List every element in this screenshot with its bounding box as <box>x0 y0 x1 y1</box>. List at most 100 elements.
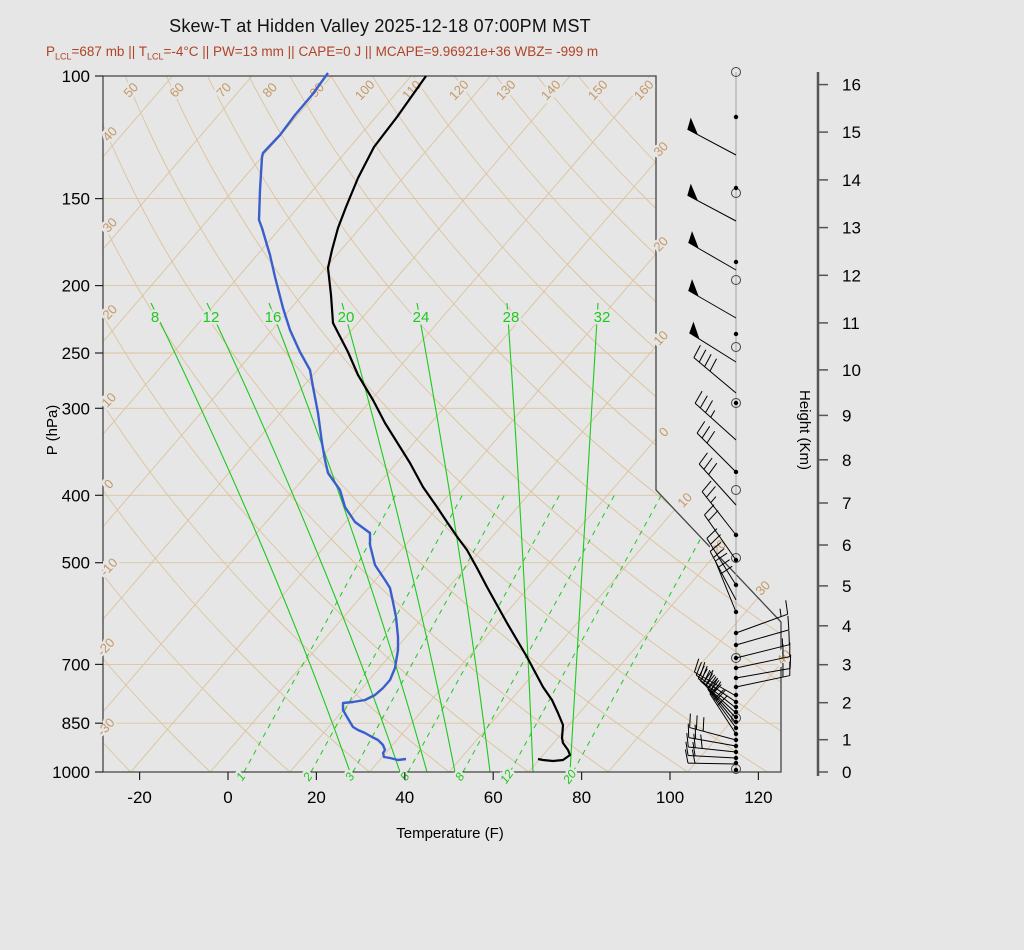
subtitle-p-value: =687 mb || <box>71 44 139 59</box>
isotherm-line <box>103 76 253 772</box>
height-axis-title: Height (Km) <box>796 390 813 470</box>
dry-adiabat-line <box>248 76 781 772</box>
grid-label: 50 <box>120 80 141 101</box>
temperature-curve <box>326 75 572 763</box>
mixing-ratio-line <box>462 494 615 772</box>
moist-adiabat-line <box>341 302 456 772</box>
temperature-tick-label: 60 <box>484 788 503 807</box>
height-tick-label: 9 <box>842 406 851 425</box>
dry-adiabat-line <box>536 76 781 772</box>
x-axis-title: Temperature (F) <box>396 825 504 842</box>
dry-adiabat-line <box>103 76 370 772</box>
wind-level-dot <box>733 767 739 773</box>
grid-label: 70 <box>213 80 234 101</box>
wind-barb <box>687 117 737 156</box>
wind-barb <box>687 723 737 747</box>
wind-barb <box>701 480 737 536</box>
isotherm-line <box>607 76 781 772</box>
height-tick-label: 5 <box>842 577 851 596</box>
moist-adiabat-label: 24 <box>413 309 430 326</box>
wind-barb <box>709 683 737 735</box>
wind-barb <box>735 615 790 646</box>
height-tick-label: 13 <box>842 219 861 238</box>
isotherm-line <box>103 76 412 772</box>
isotherm-line <box>130 76 730 772</box>
grid-label: 160 <box>631 77 657 103</box>
subtitle-p-symbol: P <box>46 44 56 59</box>
height-tick-label: 10 <box>842 361 861 380</box>
chart-subtitle: PLCL=687 mb || TLCL=-4°C || PW=13 mm || … <box>46 44 598 62</box>
height-tick-label: 15 <box>842 123 861 142</box>
pressure-tick-label: 400 <box>62 486 90 505</box>
wind-barb <box>735 661 791 688</box>
temperature-tick-label: 20 <box>307 788 326 807</box>
dewpoint-curve <box>257 72 407 762</box>
moist-adiabat-label: 32 <box>594 309 611 326</box>
wind-level-dot <box>733 760 739 766</box>
grid-label: -20 <box>94 635 118 659</box>
pressure-tick-label: 1000 <box>52 763 90 782</box>
grid-label: 120 <box>446 77 472 103</box>
temperature-tick-label: 120 <box>744 788 772 807</box>
wind-level-dot <box>733 331 739 337</box>
dry-adiabat-line <box>103 76 609 772</box>
isotherm-line <box>103 76 332 772</box>
isotherm-line <box>289 76 781 772</box>
height-tick-label: 2 <box>842 694 851 713</box>
mixing-ratio-line <box>352 494 505 772</box>
pressure-axis-title: P (hPa) <box>44 405 61 456</box>
pressure-tick-label: 250 <box>62 344 90 363</box>
subtitle-p-subscript: LCL <box>55 51 72 62</box>
chart-title: Skew-T at Hidden Valley 2025-12-18 07:00… <box>169 16 591 36</box>
grid-label: -10 <box>97 555 121 579</box>
wind-level-dot <box>733 259 739 265</box>
wind-barb <box>704 504 737 561</box>
moist-adiabat-label: 8 <box>151 309 159 326</box>
temperature-tick-label: 40 <box>395 788 414 807</box>
height-tick-label: 6 <box>842 536 851 555</box>
moist-adiabat-label: 12 <box>203 309 220 326</box>
moist-adiabat-line <box>416 302 491 772</box>
grid-label: 10 <box>98 390 119 411</box>
height-tick-label: 1 <box>842 731 851 750</box>
height-marker-circle <box>731 67 741 77</box>
temperature-tick-label: 100 <box>656 788 684 807</box>
moist-adiabat-label: 20 <box>338 309 355 326</box>
wind-barb <box>706 528 737 586</box>
grid-label: 10 <box>674 490 695 511</box>
grid-label: 20 <box>650 234 671 255</box>
wind-level-dot <box>733 400 739 406</box>
dry-adiabat-line <box>495 76 781 772</box>
dry-adiabat-line <box>103 76 291 772</box>
pressure-tick-label: 500 <box>62 554 90 573</box>
wind-level-dot <box>733 114 739 120</box>
height-marker-circle <box>731 275 741 285</box>
wind-barb <box>707 678 737 729</box>
isotherm-line <box>103 76 651 772</box>
moist-adiabats <box>150 302 599 772</box>
height-tick-label: 7 <box>842 494 851 513</box>
moist-adiabat-line <box>206 302 401 772</box>
isotherm-line <box>103 76 491 772</box>
grid-label: 0 <box>656 424 672 440</box>
isotherm-line <box>209 76 781 772</box>
wind-barb <box>687 183 737 222</box>
height-tick-label: 11 <box>842 314 860 333</box>
wind-barb <box>709 542 737 601</box>
grid-label: 150 <box>585 77 611 103</box>
moist-adiabat-line <box>150 302 351 772</box>
wind-barb <box>735 642 791 669</box>
dry-adiabat-line <box>103 76 211 772</box>
grid-label: 110 <box>399 77 424 102</box>
moist-adiabat-label: 28 <box>503 309 520 326</box>
height-marker-circle <box>731 653 741 663</box>
moist-adiabat-label: 16 <box>265 309 282 326</box>
dry-adiabat-line <box>103 76 450 772</box>
grid-label: 30 <box>650 139 671 160</box>
height-tick-label: 0 <box>842 763 851 782</box>
mixing-ratio-line <box>509 494 662 772</box>
moist-adiabat-line <box>506 302 534 772</box>
pressure-tick-label: 850 <box>62 714 90 733</box>
